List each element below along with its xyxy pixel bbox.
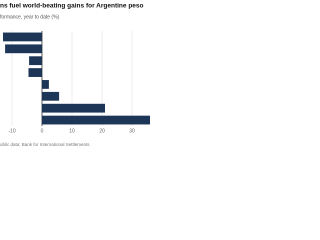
bar	[42, 91, 60, 101]
x-tick-label: -10	[8, 128, 15, 134]
bar	[5, 44, 43, 54]
chart-subtitle: formance, year to date (%)	[0, 14, 60, 20]
bar	[29, 56, 42, 66]
chart-title: ns fuel world-beating gains for Argentin…	[0, 3, 144, 10]
x-tick-label: 20	[99, 128, 105, 134]
x-tick-label: 10	[69, 128, 75, 134]
bar	[42, 103, 105, 113]
x-tick-label: 30	[129, 128, 135, 134]
source-note: ublic data: Bank for International Settl…	[0, 142, 90, 147]
bar	[42, 115, 150, 125]
bar	[28, 68, 42, 77]
bar	[3, 32, 42, 42]
x-tick-label: 0	[41, 128, 44, 134]
bar	[42, 80, 49, 89]
chart: ns fuel world-beating gains for Argentin…	[0, 3, 150, 147]
